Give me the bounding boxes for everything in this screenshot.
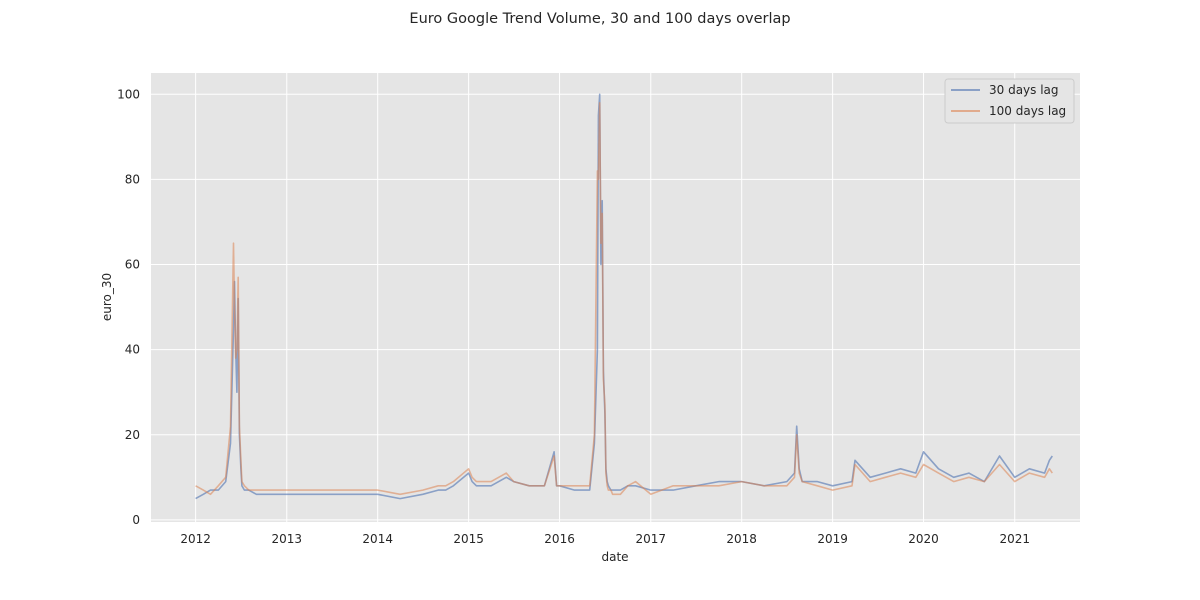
chart-title: Euro Google Trend Volume, 30 and 100 day… [409,11,790,27]
y-axis: 0 20 40 60 80 100 [117,87,140,527]
x-tick-label: 2020 [908,532,939,546]
series-layer [195,93,1053,500]
y-tick-label: 40 [125,343,140,357]
x-axis: 2012 2013 2014 2015 2016 2017 2018 2019 2020 2021 [180,532,1030,546]
legend-label: 30 days lag [989,83,1059,97]
x-tick-label: 2013 [272,532,303,546]
series-line-30-days-lag [195,93,1053,500]
plot-area [151,73,1080,522]
series-line-100-days-lag [195,102,1053,496]
x-axis-title: date [601,550,628,564]
grid [151,73,1080,522]
x-tick-label: 2021 [999,532,1030,546]
x-tick-label: 2017 [635,532,666,546]
x-tick-label: 2015 [453,532,484,546]
y-tick-label: 60 [125,258,140,272]
y-tick-label: 0 [132,513,140,527]
x-tick-label: 2016 [544,532,575,546]
x-tick-label: 2014 [362,532,393,546]
x-tick-label: 2018 [726,532,757,546]
y-tick-label: 80 [125,172,140,186]
x-tick-label: 2012 [180,532,211,546]
x-tick-label: 2019 [817,532,848,546]
legend: 30 days lag 100 days lag [944,78,1075,124]
y-tick-label: 20 [125,428,140,442]
y-tick-label: 100 [117,87,140,101]
legend-label: 100 days lag [989,104,1066,118]
y-axis-title: euro_30 [100,273,114,321]
